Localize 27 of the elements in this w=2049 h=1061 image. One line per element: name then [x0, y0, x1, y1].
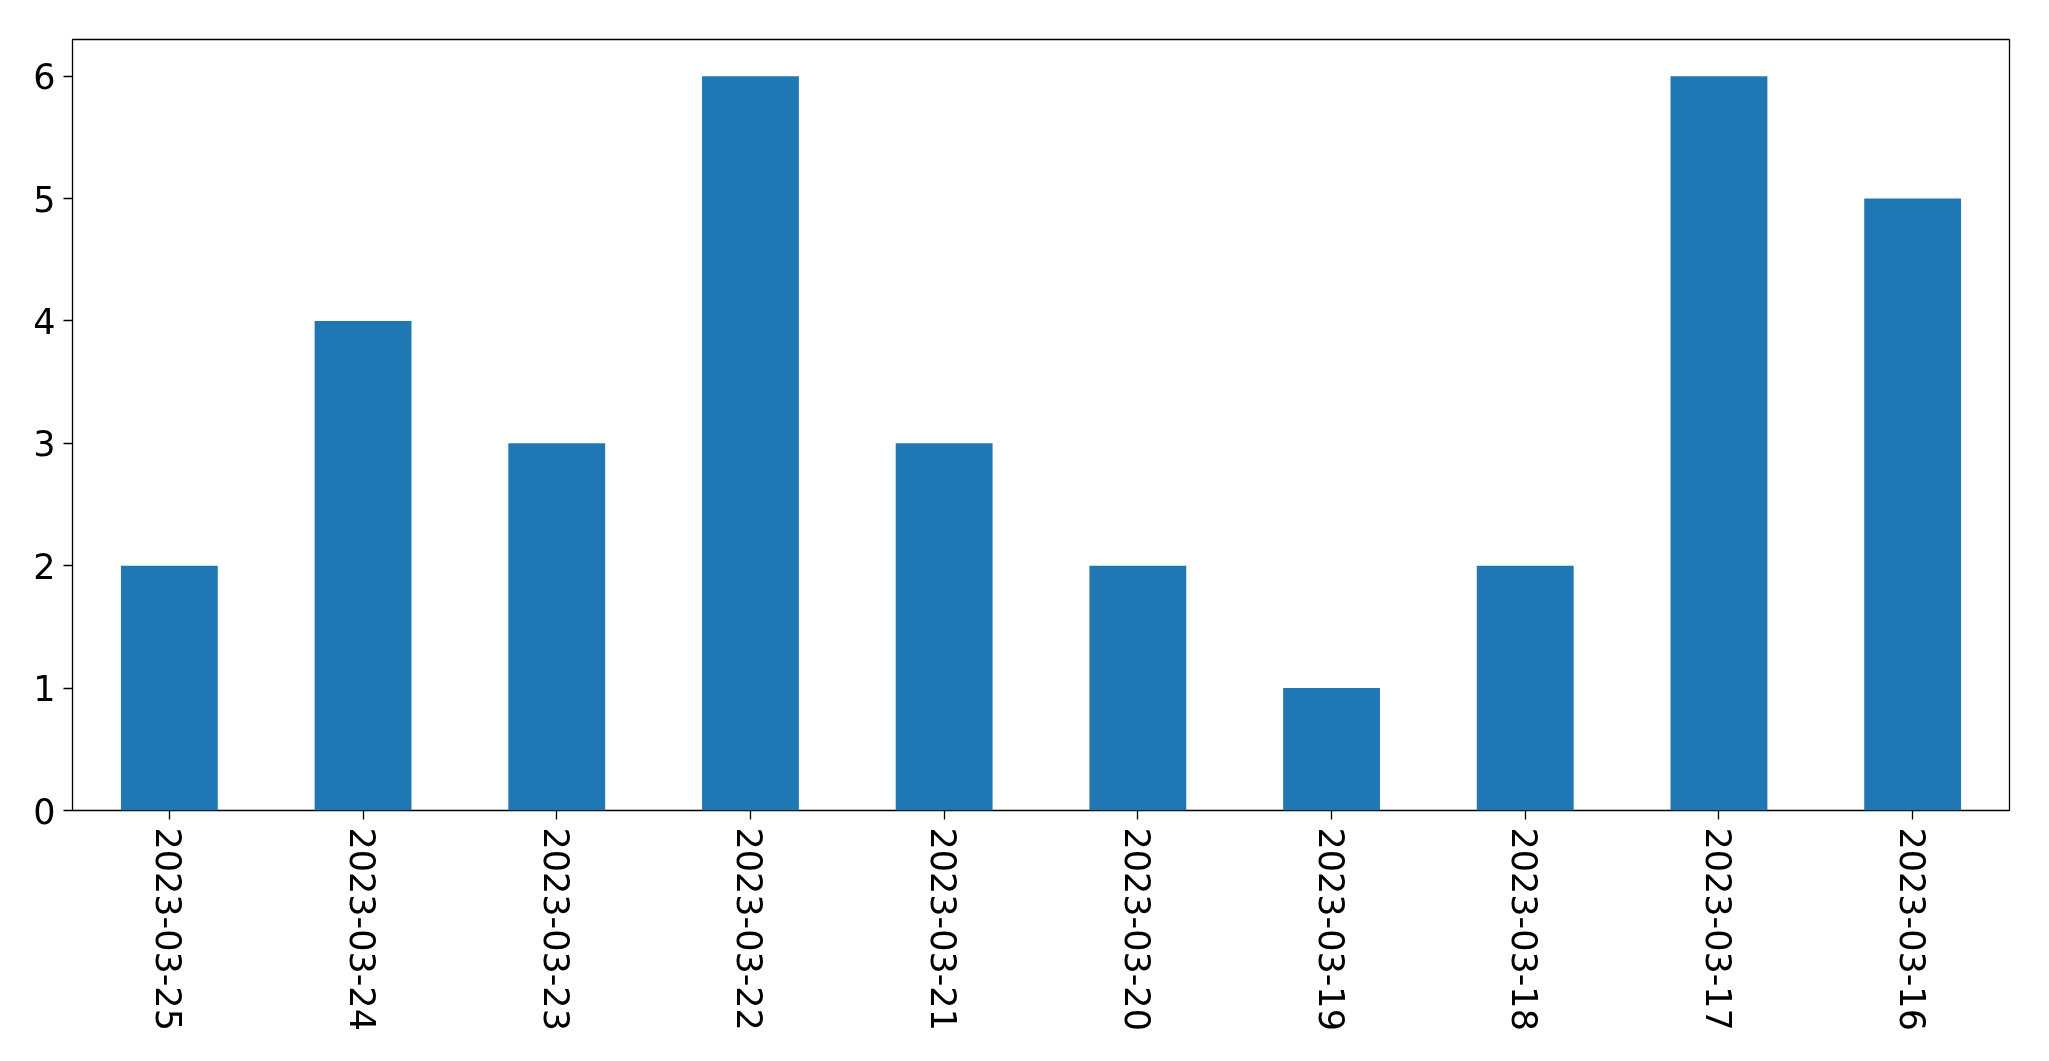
x-tick-label: 2023-03-18 — [1504, 827, 1545, 1031]
x-tick-label: 2023-03-22 — [729, 827, 770, 1031]
y-tick-label: 6 — [33, 57, 56, 98]
bar — [895, 443, 993, 811]
bar — [120, 565, 218, 811]
x-tick-label: 2023-03-19 — [1310, 827, 1351, 1031]
bar — [1283, 688, 1380, 811]
y-tick-label: 5 — [33, 179, 56, 220]
y-tick-label: 2 — [33, 546, 56, 587]
x-tick-label: 2023-03-17 — [1697, 827, 1738, 1031]
y-tick-label: 4 — [33, 301, 56, 342]
x-tick-label: 2023-03-20 — [1116, 827, 1157, 1031]
bar — [1864, 198, 1962, 811]
x-tick-label: 2023-03-23 — [535, 827, 576, 1031]
x-tick-label: 2023-03-25 — [148, 827, 189, 1031]
y-tick-label: 3 — [33, 424, 56, 465]
bar — [508, 443, 606, 811]
bar — [1670, 76, 1768, 811]
bar — [1476, 565, 1574, 811]
x-tick-label: 2023-03-24 — [342, 827, 383, 1031]
y-tick-label: 1 — [33, 669, 56, 710]
x-tick-label: 2023-03-21 — [923, 827, 964, 1031]
bar — [314, 320, 412, 811]
y-tick-label: 0 — [33, 791, 56, 832]
bar — [702, 76, 799, 811]
x-tick-label: 2023-03-16 — [1891, 827, 1932, 1031]
bar — [1089, 565, 1187, 811]
